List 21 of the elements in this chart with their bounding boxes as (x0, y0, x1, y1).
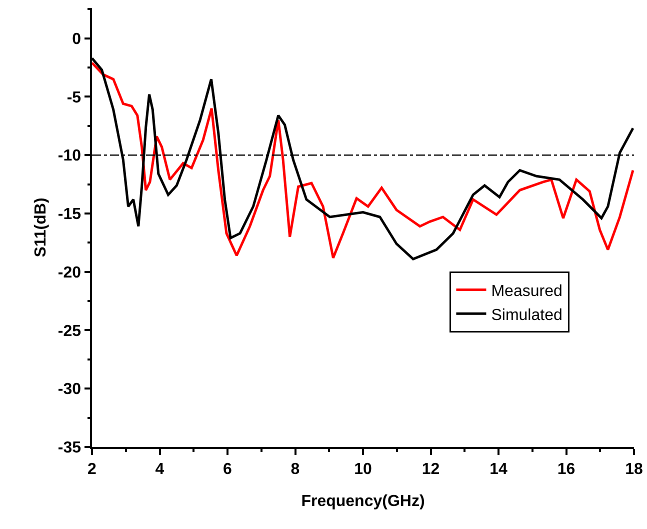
y-axis-title: S11(dB) (32, 198, 50, 258)
y-tick-label: -20 (58, 264, 82, 282)
x-tick-label: 12 (422, 460, 440, 478)
y-tick-label: -30 (58, 381, 82, 398)
x-tick-label: 8 (290, 460, 300, 478)
x-axis-title: Frequency(GHz) (301, 493, 425, 510)
x-tick-label: 4 (155, 460, 164, 478)
y-tick-label: -25 (58, 322, 82, 340)
x-tick-label: 10 (354, 460, 372, 478)
x-tick-label: 14 (490, 460, 508, 478)
legend-label: Simulated (491, 306, 562, 324)
y-tick-label: -35 (58, 440, 82, 457)
y-tick-label: 0 (72, 30, 82, 48)
y-tick-label: -15 (58, 206, 82, 224)
y-tick-label: -10 (58, 148, 82, 165)
y-tick-label: -5 (66, 89, 82, 106)
x-tick-label: 16 (557, 460, 576, 478)
legend-label: Measured (491, 283, 562, 300)
x-tick-label: 6 (223, 460, 232, 478)
x-tick-label: 2 (88, 460, 97, 478)
x-tick-label: 18 (625, 460, 643, 478)
